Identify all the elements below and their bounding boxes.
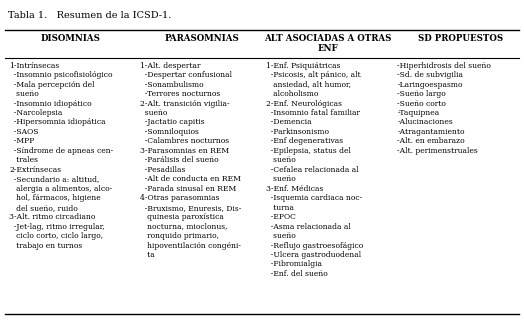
Text: sueño: sueño [266,232,296,240]
Text: -Atragantamiento: -Atragantamiento [397,128,465,136]
Text: -SAOS: -SAOS [9,128,39,136]
Text: del sueño, ruido: del sueño, ruido [9,204,78,212]
Text: nocturna, mioclonus,: nocturna, mioclonus, [140,222,228,230]
Text: 2-Extrínsecas: 2-Extrínsecas [9,166,61,174]
Text: -Taquipnea: -Taquipnea [397,109,440,117]
Text: sueño: sueño [140,109,168,117]
Text: 1-Enf. Psiquiátricas: 1-Enf. Psiquiátricas [266,62,341,70]
Text: -Despertar confusional: -Despertar confusional [140,71,233,79]
Text: -Sonambulismo: -Sonambulismo [140,81,204,89]
Text: -Alt. perimenstruales: -Alt. perimenstruales [397,147,478,155]
Text: PARASOMNIAS: PARASOMNIAS [165,34,239,43]
Text: 2-Alt. transición vigilia-: 2-Alt. transición vigilia- [140,100,230,108]
Text: alergia a alimentos, alco-: alergia a alimentos, alco- [9,185,113,193]
Text: -Reflujo gastroesofágico: -Reflujo gastroesofágico [266,241,364,249]
Text: -Alucinaciones: -Alucinaciones [397,118,453,126]
Text: -Isquemia cardiaca noc-: -Isquemia cardiaca noc- [266,194,363,202]
Text: -Sueño largo: -Sueño largo [397,90,446,98]
Text: -Cefalea relacionada al: -Cefalea relacionada al [266,166,359,174]
Text: -Ulcera gastroduodenal: -Ulcera gastroduodenal [266,251,362,259]
Text: Tabla 1.   Resumen de la ICSD-1.: Tabla 1. Resumen de la ICSD-1. [8,11,171,20]
Text: -Sueño corto: -Sueño corto [397,100,446,108]
Text: trabajo en turnos: trabajo en turnos [9,241,83,249]
Text: -Calambres nocturnos: -Calambres nocturnos [140,137,230,145]
Text: -Parkinsonismo: -Parkinsonismo [266,128,329,136]
Text: -Jactatio capitis: -Jactatio capitis [140,118,205,126]
Text: sueño: sueño [266,175,296,183]
Text: quinesia paroxística: quinesia paroxística [140,213,224,221]
Text: -Insomnio idiopático: -Insomnio idiopático [9,100,92,108]
Text: -Somniloquios: -Somniloquios [140,128,199,136]
Text: 1-Intrínsecas: 1-Intrínsecas [9,62,60,70]
Text: ansiedad, alt humor,: ansiedad, alt humor, [266,81,351,89]
Text: -Hiperhidrosis del sueño: -Hiperhidrosis del sueño [397,62,491,70]
Text: 3-Enf. Médicas: 3-Enf. Médicas [266,185,323,193]
Text: -Insomnio psicofisiológico: -Insomnio psicofisiológico [9,71,113,79]
Text: sueño: sueño [266,156,296,164]
Text: 4-Otras parasomnias: 4-Otras parasomnias [140,194,220,202]
Text: -Jet-lag, ritmo irregular,: -Jet-lag, ritmo irregular, [9,222,105,230]
Text: 3-Parasomnias en REM: 3-Parasomnias en REM [140,147,230,155]
Text: -Parada sinusal en REM: -Parada sinusal en REM [140,185,237,193]
Text: turna: turna [266,204,294,212]
Text: -Parálisis del sueño: -Parálisis del sueño [140,156,219,164]
Text: 1-Alt. despertar: 1-Alt. despertar [140,62,201,70]
Text: -Fibromialgia: -Fibromialgia [266,260,322,268]
Text: 2-Enf. Neurológicas: 2-Enf. Neurológicas [266,100,342,108]
Text: -Epilepsia, status del: -Epilepsia, status del [266,147,351,155]
Text: -Laringoespasmo: -Laringoespasmo [397,81,463,89]
Text: -Hipersomnia idiopática: -Hipersomnia idiopática [9,118,106,126]
Text: -Bruxismo, Enuresis, Dis-: -Bruxismo, Enuresis, Dis- [140,204,242,212]
Text: -Sd. de subvigilia: -Sd. de subvigilia [397,71,463,79]
Text: hol, fármacos, higiene: hol, fármacos, higiene [9,194,101,202]
Text: hipoventilación congéni-: hipoventilación congéni- [140,241,242,249]
Text: -Enf degenerativas: -Enf degenerativas [266,137,343,145]
Text: -MPP: -MPP [9,137,35,145]
Text: -Enf. del sueño: -Enf. del sueño [266,270,328,278]
Text: -Insomnio fatal familiar: -Insomnio fatal familiar [266,109,360,117]
Text: ronquido primario,: ronquido primario, [140,232,220,240]
Text: SD PROPUESTOS: SD PROPUESTOS [418,34,503,43]
Text: alcoholismo: alcoholismo [266,90,319,98]
Text: -Narcolepsia: -Narcolepsia [9,109,63,117]
Text: ta: ta [140,251,155,259]
Text: DISOMNIAS: DISOMNIAS [41,34,101,43]
Text: -Alt. en embarazo: -Alt. en embarazo [397,137,465,145]
Text: -Pesadillas: -Pesadillas [140,166,186,174]
Text: -Psicosis, alt pánico, alt: -Psicosis, alt pánico, alt [266,71,361,79]
Text: -Secundario a: altitud,: -Secundario a: altitud, [9,175,100,183]
Text: -Mala percepción del: -Mala percepción del [9,81,95,89]
Text: -EPOC: -EPOC [266,213,296,221]
Text: ciclo corto, ciclo largo,: ciclo corto, ciclo largo, [9,232,104,240]
Text: trales: trales [9,156,38,164]
Text: -Terrores nocturnos: -Terrores nocturnos [140,90,221,98]
Text: -Asma relacionada al: -Asma relacionada al [266,222,351,230]
Text: -Síndrome de apneas cen-: -Síndrome de apneas cen- [9,147,114,155]
Text: ALT ASOCIADAS A OTRAS
ENF: ALT ASOCIADAS A OTRAS ENF [264,34,391,53]
Text: -Demencia: -Demencia [266,118,312,126]
Text: -Alt de conducta en REM: -Alt de conducta en REM [140,175,242,183]
Text: sueño: sueño [9,90,39,98]
Text: 3-Alt. ritmo circadiano: 3-Alt. ritmo circadiano [9,213,96,221]
